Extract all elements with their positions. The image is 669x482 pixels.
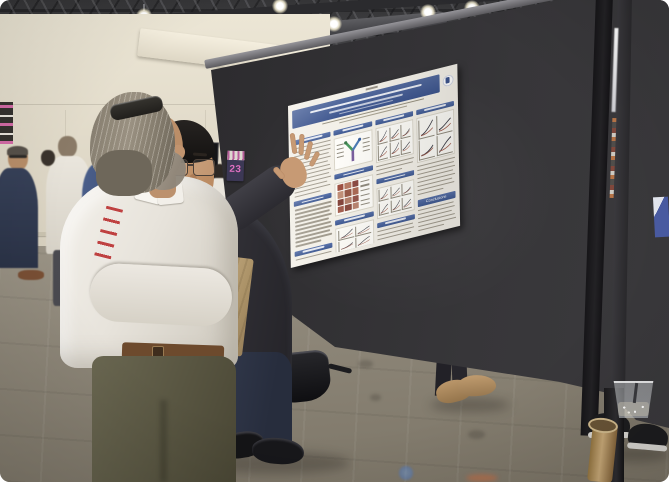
carpet-stain [468,430,485,439]
poster-mini-chart [400,122,411,139]
poster-chart-panel [415,108,455,164]
poster-mini-chart [401,195,413,211]
background-wall-sign [0,102,13,144]
poster-mini-chart [355,222,372,237]
poster-histology-tile [337,205,345,214]
poster-column [374,108,415,243]
poster-mini-chart [378,201,389,216]
watermark-smudge [466,474,498,482]
poster-mini-chart [377,127,388,145]
background-person-head [41,150,55,166]
wall-trim [0,104,330,105]
lamp-stem [143,4,145,11]
poster-mini-chart [377,143,388,161]
poster-mini-chart [436,132,453,156]
background-person-head [58,136,77,158]
poster-mini-chart [390,184,401,200]
carpet-stain [358,360,373,368]
poster-histology-tile [345,203,352,212]
poster-mini-chart [401,181,412,197]
poster-mini-chart [389,140,400,158]
carpet-stain [370,394,381,401]
poster-mini-chart [418,136,436,161]
poster-mini-chart [338,238,355,253]
poster-mini-chart [388,125,400,142]
man-left-hair-back [96,150,152,196]
poster-mini-chart [355,234,372,249]
ceiling-lamp [326,16,342,32]
poster-chart-panel [375,178,415,220]
cup-straw [633,382,639,404]
ceiling-lamp [272,0,288,14]
poster-histology-tile [352,201,360,210]
poster-mini-chart [378,187,389,203]
poster-mini-chart [435,111,452,136]
man-right-glasses-bridge [187,164,193,166]
background-person-glasses [9,155,27,158]
man-left-crossed-arms [88,262,234,328]
poster-mini-chart [390,198,401,214]
watermark-icon [399,466,413,480]
poster-table-lines [360,177,371,208]
man-right-glasses-lens [193,159,215,176]
poster-chart-panel [335,219,374,253]
poster-columns: Conclusions [292,98,457,263]
placard-number: 23 [229,163,242,176]
cup-ice [617,402,650,416]
poster-histology-panel [334,173,374,217]
poster-number-placard: 23 [226,150,245,182]
poster-conclusions-label: Conclusions [426,193,447,204]
man-left-pants-fold [160,400,167,482]
poster-chart-panel [374,119,414,164]
background-person-hair [7,146,28,156]
poster-column: Conclusions [415,98,457,233]
poster-column [333,118,374,253]
poster-sheet: Conclusions [288,63,461,268]
neighbor-poster-sign [652,196,669,238]
poster-mini-chart [400,137,412,155]
poster-logo [442,73,454,88]
poster-antibody-diagram [333,129,373,171]
background-person-suit [0,168,38,268]
poster-mini-chart [337,226,354,242]
poster-mini-chart [418,116,435,140]
plastic-cup [613,381,654,418]
background-person-shoes [18,270,44,280]
